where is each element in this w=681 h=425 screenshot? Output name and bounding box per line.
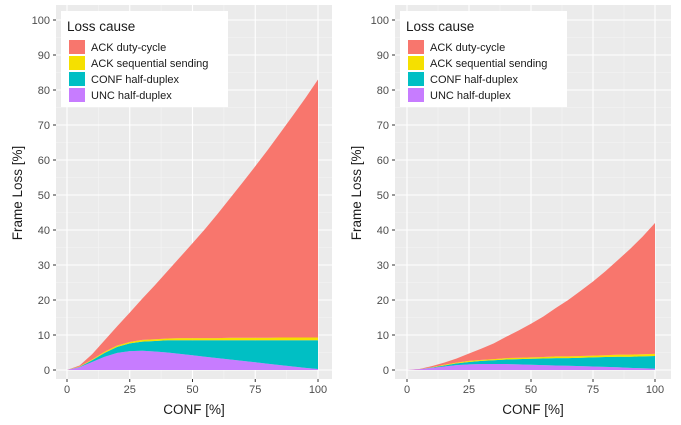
y-tick-label: 50 [377,190,389,202]
x-axis-title-left: CONF [%] [163,402,225,417]
legend-key-ack-sequential-left [69,56,85,70]
y-tick-label: 60 [38,155,50,167]
x-tick-label: 25 [124,384,136,396]
y-tick-label: 80 [38,85,50,97]
y-tick-label: 0 [383,365,389,377]
x-tick-label: 25 [463,384,475,396]
area-unc-half-duplex [67,350,318,370]
area-unc-half-duplex [407,364,655,370]
legend-right: Loss cause ACK duty-cycle ACK sequential… [400,11,567,107]
area-ack-duty-cycle [407,223,655,370]
y-tick-label: 40 [377,225,389,237]
panel-left: 0 10 20 30 40 50 60 70 80 90 100 0 25 50 75 100 CONF [… [10,5,332,417]
legend-background-right [400,11,567,107]
x-tick-label: 100 [646,384,664,396]
legend-label-ack-duty-cycle-right: ACK duty-cycle [430,42,505,54]
x-tick-label: 100 [309,384,327,396]
y-tick-label: 0 [44,365,50,377]
legend-key-ack-duty-cycle-left [69,40,85,54]
x-tick-label: 75 [587,384,599,396]
x-tick-label: 0 [404,384,410,396]
legend-title-left: Loss cause [67,19,135,34]
x-axis-right: 0 25 50 75 100 [404,379,664,396]
legend-label-unc-half-duplex-left: UNC half-duplex [91,90,172,102]
area-ack-sequential-sending [407,353,655,370]
legend-title-right: Loss cause [406,19,474,34]
legend-label-ack-sequential-right: ACK sequential sending [430,58,547,70]
legend-background-left [61,11,228,107]
legend-key-conf-half-duplex-left [69,72,85,86]
y-tick-label: 80 [377,85,389,97]
area-conf-half-duplex [407,356,655,370]
y-axis-title-left: Frame Loss [%] [10,146,25,241]
area-conf-half-duplex [67,340,318,370]
stacked-areas-left [67,79,318,370]
legend-key-ack-duty-cycle-right [408,40,424,54]
area-ack-duty-cycle [67,79,318,370]
x-tick-label: 75 [249,384,261,396]
y-tick-label: 60 [377,155,389,167]
y-tick-label: 90 [377,50,389,62]
y-axis-title-right: Frame Loss [%] [349,146,364,241]
legend-key-unc-half-duplex-right [408,88,424,102]
y-tick-label: 100 [32,15,50,27]
y-tick-label: 30 [377,260,389,272]
legend-label-conf-half-duplex-right: CONF half-duplex [430,74,519,86]
y-tick-label: 90 [38,50,50,62]
y-tick-label: 20 [377,295,389,307]
legend-label-ack-sequential-left: ACK sequential sending [91,58,208,70]
stacked-areas-right [407,223,655,370]
y-tick-label: 70 [38,120,50,132]
x-tick-label: 0 [64,384,70,396]
legend-label-unc-half-duplex-right: UNC half-duplex [430,90,511,102]
y-tick-label: 20 [38,295,50,307]
y-tick-label: 10 [377,330,389,342]
y-tick-label: 70 [377,120,389,132]
y-axis-left: 0 10 20 30 40 50 60 70 80 90 100 [32,15,56,377]
legend-label-ack-duty-cycle-left: ACK duty-cycle [91,42,166,54]
panel-right: 0 10 20 30 40 50 60 70 80 90 100 0 25 50 75 100 CONF [… [349,5,671,417]
y-tick-label: 100 [371,15,389,27]
y-tick-label: 30 [38,260,50,272]
legend-label-conf-half-duplex-left: CONF half-duplex [91,74,180,86]
legend-key-ack-sequential-right [408,56,424,70]
legend-left: Loss cause ACK duty-cycle ACK sequential… [61,11,228,107]
legend-key-conf-half-duplex-right [408,72,424,86]
y-tick-label: 10 [38,330,50,342]
legend-key-unc-half-duplex-left [69,88,85,102]
x-axis-title-right: CONF [%] [502,402,564,417]
x-tick-label: 50 [186,384,198,396]
y-tick-label: 50 [38,190,50,202]
y-tick-label: 40 [38,225,50,237]
y-axis-right: 0 10 20 30 40 50 60 70 80 90 100 [371,15,395,377]
x-tick-label: 50 [525,384,537,396]
x-axis-left: 0 25 50 75 100 [64,379,327,396]
